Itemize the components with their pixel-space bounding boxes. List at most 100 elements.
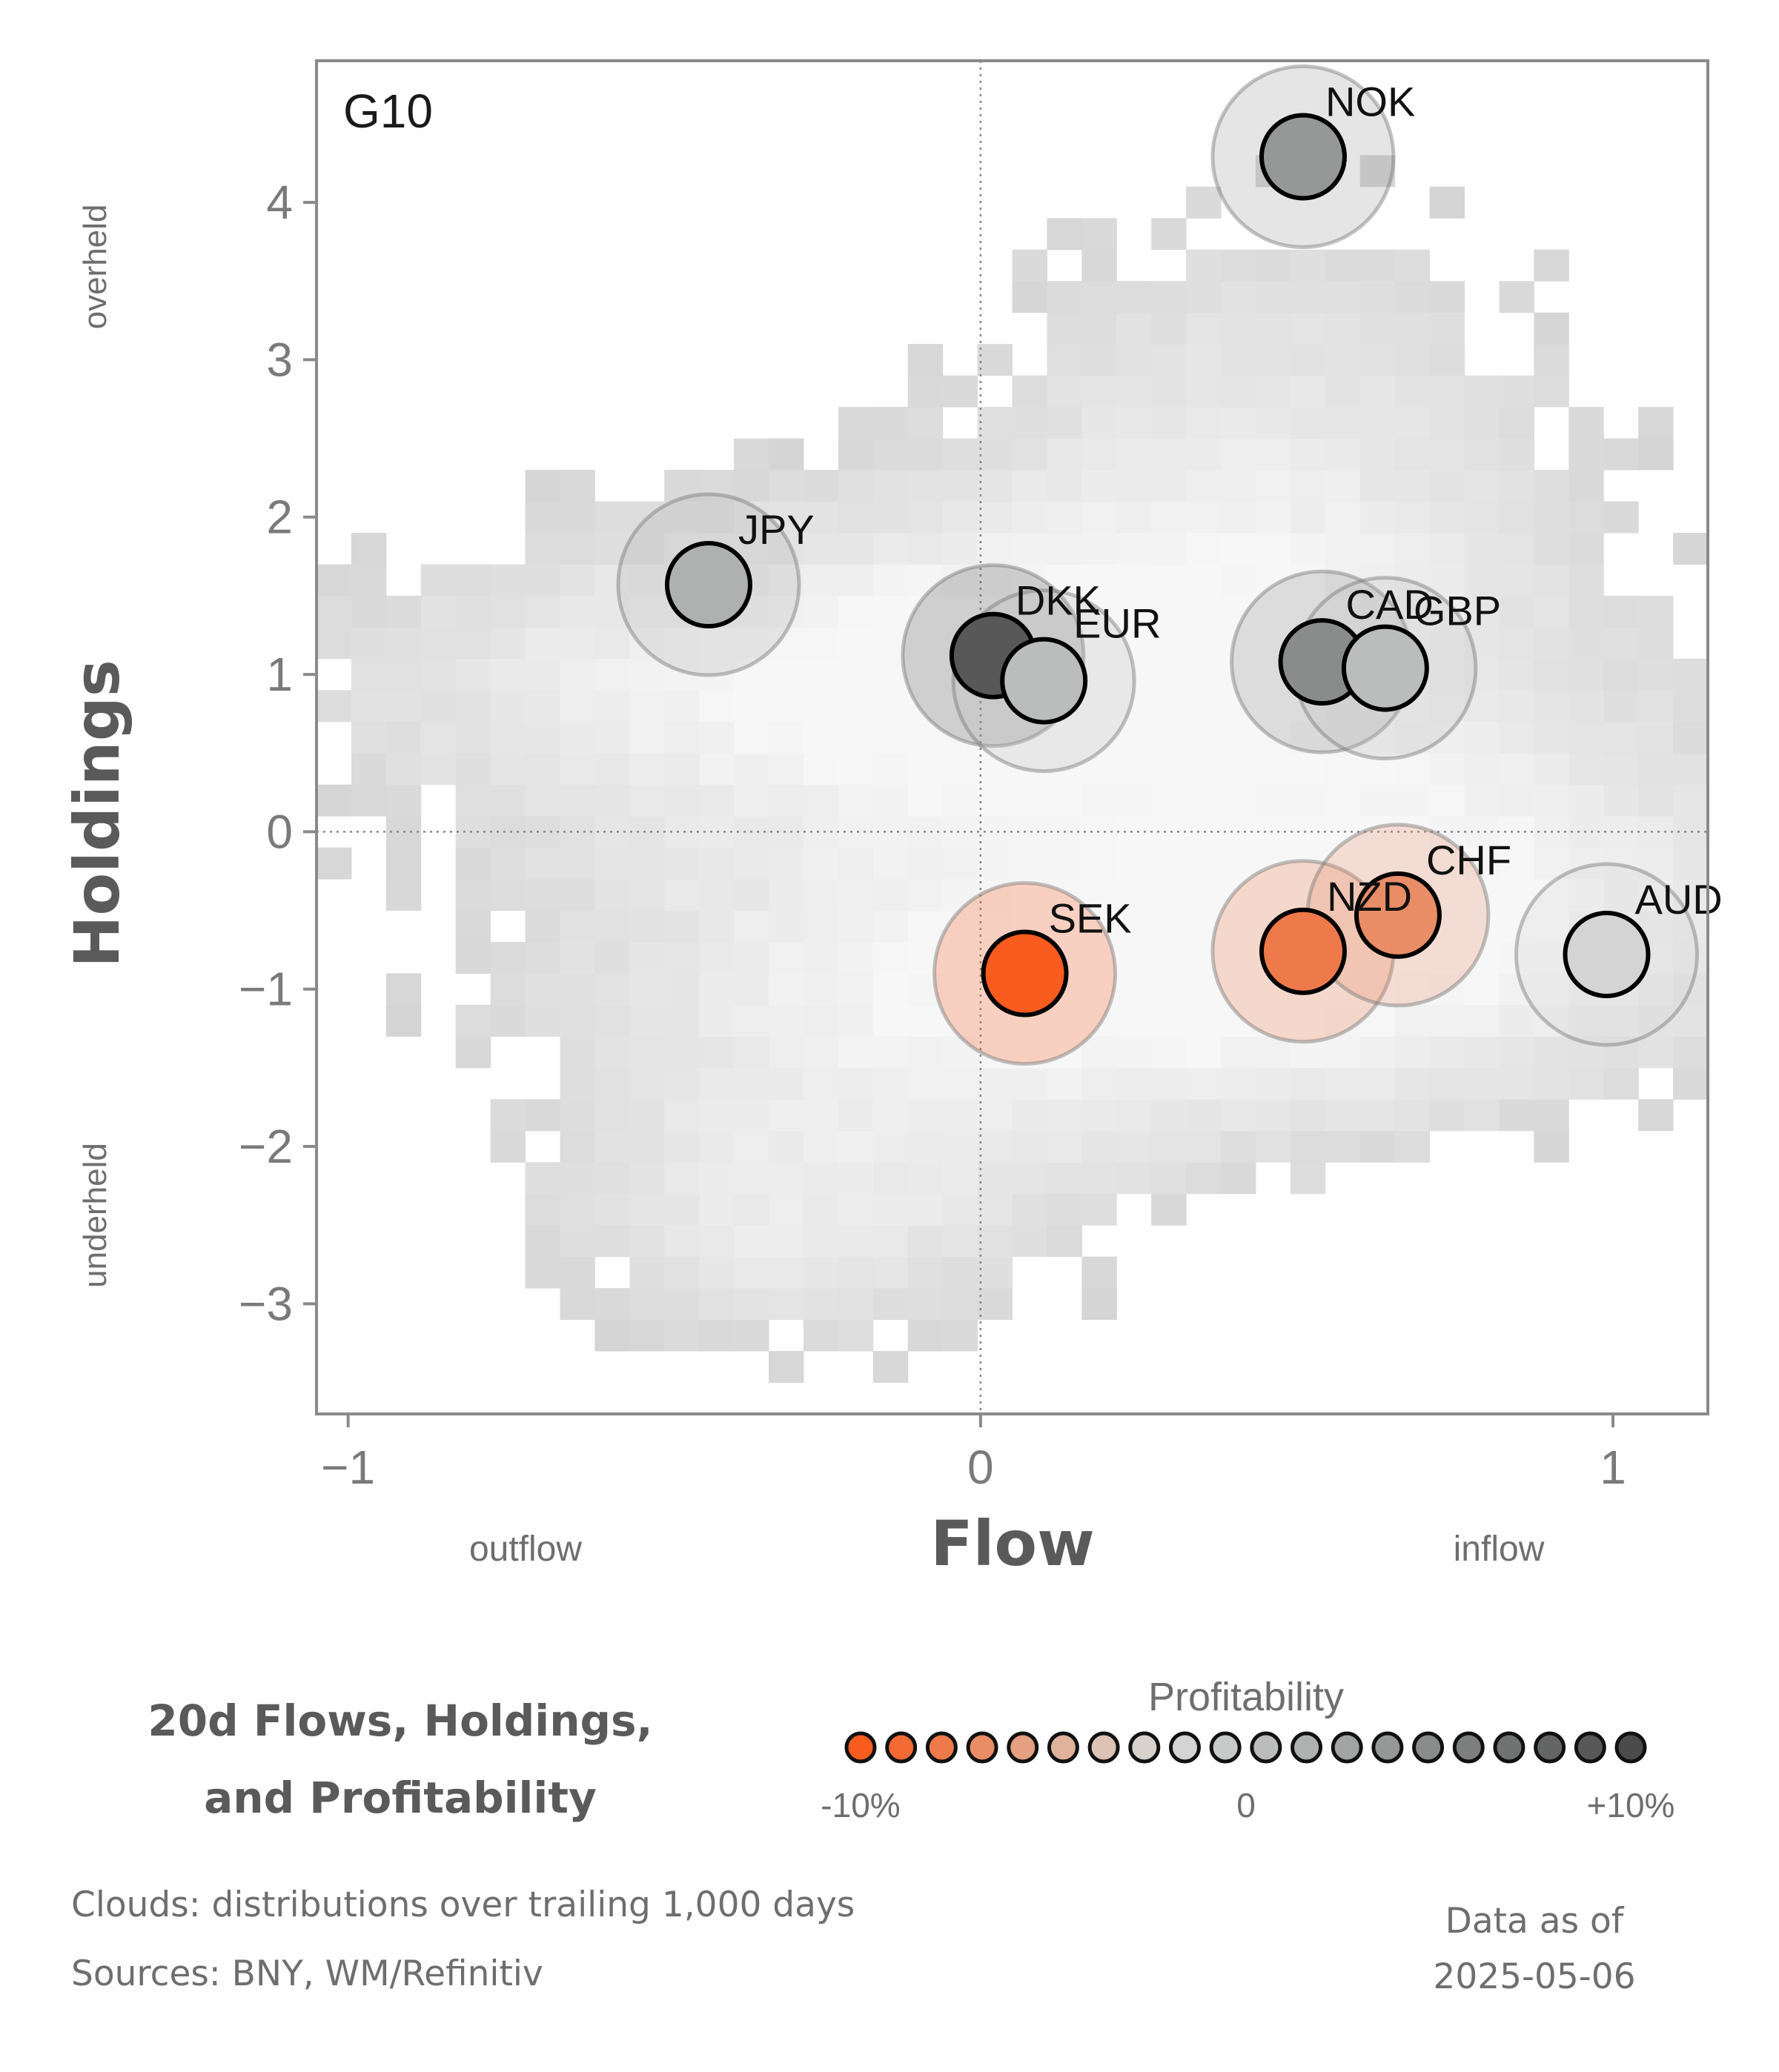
density-cell <box>1534 910 1569 943</box>
density-cell <box>351 721 387 754</box>
density-cell <box>1603 658 1639 691</box>
density-cell <box>1116 470 1152 502</box>
density-cell <box>1047 470 1082 502</box>
density-cell <box>560 627 595 660</box>
density-cell <box>594 1225 630 1258</box>
density-cell <box>907 1288 944 1321</box>
density-cell <box>1116 910 1152 943</box>
density-cell <box>838 595 874 628</box>
density-cell <box>734 1067 769 1100</box>
density-cell <box>455 816 491 849</box>
density-cell <box>594 564 630 597</box>
density-cell <box>1047 721 1082 754</box>
density-cell <box>872 438 909 471</box>
density-cell <box>1255 281 1291 313</box>
density-cell <box>455 753 491 786</box>
point-jpy <box>664 541 752 629</box>
density-cell <box>699 658 735 691</box>
density-cell <box>490 627 526 660</box>
density-cell <box>1534 595 1569 628</box>
density-cell <box>699 470 735 502</box>
density-cell <box>525 532 560 565</box>
density-cell <box>1359 721 1396 754</box>
density-cell <box>1081 438 1117 471</box>
density-cell <box>1359 501 1396 534</box>
density-cell <box>1081 627 1117 660</box>
density-cell <box>1394 438 1431 471</box>
density-cell <box>1499 784 1534 817</box>
density-cell <box>490 564 526 597</box>
density-cell <box>594 501 630 534</box>
density-cell <box>1394 281 1431 313</box>
density-cell <box>1429 942 1465 974</box>
density-cell <box>1186 1162 1222 1195</box>
density-cell <box>385 721 422 754</box>
density-cell <box>1464 753 1500 786</box>
density-cell <box>1255 690 1291 723</box>
density-cell <box>525 564 560 597</box>
density-cell <box>769 595 804 628</box>
density-cell <box>699 879 735 912</box>
density-cell <box>1221 281 1256 313</box>
density-cell <box>769 1256 804 1289</box>
y-side-label-bottom: underheld <box>77 1143 113 1288</box>
density-cell <box>1186 910 1222 943</box>
density-cell <box>907 375 944 408</box>
density-cell <box>838 1256 874 1289</box>
legend-swatch <box>1534 1731 1566 1764</box>
density-cell <box>385 595 422 628</box>
density-cell <box>490 973 526 1006</box>
density-cell <box>1151 1130 1187 1163</box>
density-cell <box>769 910 804 943</box>
density-cell <box>664 1099 700 1132</box>
density-cell <box>1081 407 1117 439</box>
density-cell <box>1290 564 1326 597</box>
density-cell <box>525 784 560 817</box>
x-tick-label: 0 <box>967 1441 994 1494</box>
density-cell <box>1221 847 1256 880</box>
density-cell <box>769 564 804 597</box>
density-cell <box>525 753 560 786</box>
density-cell <box>838 1288 874 1321</box>
density-cell <box>1255 407 1291 439</box>
density-cell <box>1534 627 1569 660</box>
density-cell <box>769 1004 804 1037</box>
density-cell <box>942 1319 978 1352</box>
density-cell <box>1186 470 1222 502</box>
density-cell <box>872 784 909 817</box>
density-cell <box>1464 1067 1500 1100</box>
density-cell <box>942 784 978 817</box>
density-cell <box>1221 1067 1256 1100</box>
density-cell <box>1359 973 1396 1006</box>
density-cell <box>317 847 352 880</box>
density-cell <box>1534 784 1569 817</box>
density-cell <box>1534 1067 1569 1100</box>
density-cell <box>525 973 560 1006</box>
density-cell <box>1429 532 1465 565</box>
density-cell <box>1290 375 1326 408</box>
density-cell <box>1047 1067 1082 1100</box>
density-cell <box>1221 973 1256 1006</box>
density-cell <box>1359 375 1396 408</box>
density-cell <box>872 690 909 723</box>
density-cell <box>1151 1162 1187 1195</box>
density-cell <box>734 910 769 943</box>
density-cell <box>317 564 352 597</box>
density-cell <box>1047 375 1082 408</box>
density-cell <box>1047 312 1082 345</box>
density-cell <box>907 470 944 502</box>
density-cell <box>734 1256 769 1289</box>
density-cell <box>1464 721 1500 754</box>
density-cell <box>1151 942 1187 974</box>
density-cell <box>1429 564 1465 597</box>
density-cell <box>1221 1162 1256 1195</box>
density-cell <box>525 910 560 943</box>
density-cell <box>629 910 665 943</box>
density-cell <box>1568 721 1604 754</box>
density-cell <box>1290 470 1326 502</box>
density-cell <box>594 1130 630 1163</box>
density-cell <box>1568 1067 1604 1100</box>
density-cell <box>1534 249 1569 282</box>
y-axis-title: Holdings <box>61 660 133 968</box>
density-cell <box>420 627 457 660</box>
